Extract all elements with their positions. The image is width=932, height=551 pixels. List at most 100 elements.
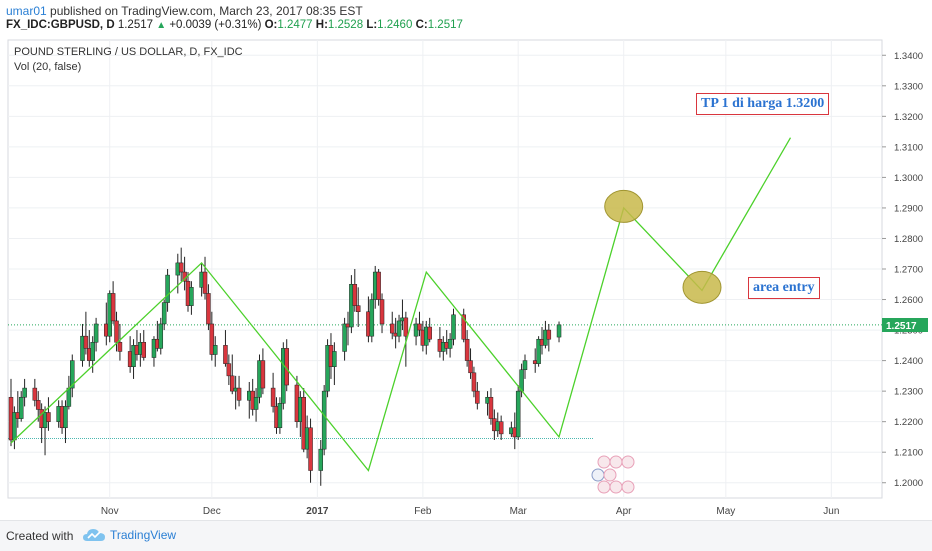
last-price-tag-text: 1.2517	[886, 321, 917, 332]
candle-body	[189, 287, 194, 306]
candle-body	[165, 274, 170, 303]
brand-label: TradingView	[110, 528, 177, 542]
x-tick-label: Dec	[203, 506, 221, 517]
candle-body	[253, 396, 259, 410]
time-axis[interactable]: Nov Dec 2017 Feb Mar Apr May Jun	[101, 506, 840, 517]
candle-body	[447, 338, 453, 349]
candle-body	[461, 314, 466, 340]
target-ellipse[interactable]	[604, 189, 644, 223]
candle-body	[206, 293, 211, 325]
up-arrow-icon: ▲	[156, 20, 167, 31]
symbol-label: FX_IDC:GBPUSD, D	[6, 19, 115, 31]
tp-annotation[interactable]: TP 1 di harga 1.3200	[696, 93, 830, 115]
candle-body	[468, 360, 473, 374]
published-text: published on TradingView.com, March 23, …	[50, 4, 363, 18]
candle-body	[332, 351, 337, 367]
flag-icon[interactable]	[621, 480, 635, 494]
high-value: 1.2528	[327, 19, 364, 31]
candle-body	[46, 412, 51, 422]
flag-icon[interactable]	[609, 455, 623, 469]
open-label: O:	[264, 19, 278, 31]
last-price: 1.2517	[117, 19, 154, 31]
candles	[8, 247, 562, 486]
candle-body	[403, 317, 409, 337]
price-axis[interactable]: 1.20001.21001.22001.23001.24001.25001.26…	[882, 51, 923, 489]
ohlc-line: FX_IDC:GBPUSD, D 1.2517 ▲ +0.0039 (+0.31…	[6, 19, 463, 31]
candle-body	[277, 403, 283, 429]
candle-body	[321, 390, 327, 450]
low-value: 1.2460	[377, 19, 413, 31]
entry-annotation[interactable]: area entry	[748, 277, 820, 299]
candle-body	[63, 406, 68, 429]
flag-icon[interactable]	[603, 468, 617, 482]
candle-body	[226, 363, 232, 377]
y-tick-label: 1.3400	[894, 51, 923, 62]
candle-body	[141, 342, 147, 358]
candle-body	[556, 324, 562, 338]
candle-body	[202, 271, 208, 294]
candle-body	[352, 284, 358, 306]
flag-icon[interactable]	[591, 468, 605, 482]
candle-body	[230, 375, 235, 392]
candle-body	[342, 323, 347, 352]
footer-bar: Created with TradingView	[0, 520, 932, 551]
candle-body	[488, 396, 494, 419]
publish-line: umar01 published on TradingView.com, Mar…	[6, 4, 363, 18]
event-flags[interactable]	[591, 455, 635, 494]
candle-body	[308, 427, 313, 471]
candle-body	[114, 320, 119, 343]
cloud-icon	[83, 529, 105, 541]
y-tick-label: 1.2300	[894, 387, 923, 398]
y-tick-label: 1.3200	[894, 112, 923, 123]
candle-body	[131, 345, 136, 367]
candle-body	[83, 335, 89, 349]
close-label: C:	[415, 19, 428, 31]
candle-body	[93, 323, 99, 343]
candle-body	[464, 338, 470, 361]
flag-icon[interactable]	[597, 455, 611, 469]
flag-icon[interactable]	[621, 455, 635, 469]
candle-body	[18, 396, 24, 419]
y-tick-label: 1.2200	[894, 417, 923, 428]
chart-area[interactable]: 1.20001.21001.22001.23001.24001.25001.26…	[0, 36, 932, 520]
x-tick-label: 2017	[306, 506, 329, 517]
price-chart[interactable]: 1.20001.21001.22001.23001.24001.25001.26…	[0, 36, 932, 520]
flag-icon[interactable]	[597, 480, 611, 494]
candle-body	[158, 323, 164, 349]
candle-body	[515, 390, 521, 438]
chart-subtitle: Vol (20, false)	[14, 61, 81, 73]
y-tick-label: 1.3100	[894, 142, 923, 153]
price-change: +0.0039 (+0.31%)	[169, 19, 262, 31]
candle-body	[522, 360, 528, 371]
candle-body	[471, 372, 477, 392]
candle-body	[536, 338, 541, 364]
candle-body	[161, 302, 167, 325]
candle-body	[301, 396, 306, 450]
candle-body	[178, 262, 184, 273]
candle-body	[379, 299, 385, 325]
x-tick-label: Feb	[414, 506, 432, 517]
username-link[interactable]: umar01	[6, 4, 47, 18]
y-tick-label: 1.2600	[894, 295, 923, 306]
candle-body	[70, 360, 75, 389]
candle-body	[236, 387, 242, 401]
tradingview-link[interactable]: TradingView	[82, 527, 176, 543]
y-tick-label: 1.2900	[894, 203, 923, 214]
y-tick-label: 1.2100	[894, 448, 923, 459]
reference-lines	[8, 324, 882, 439]
candle-body	[66, 387, 72, 407]
target-ellipse[interactable]	[682, 270, 722, 304]
candle-body	[396, 320, 402, 337]
candle-body	[376, 271, 381, 300]
last-price-tag-bg	[882, 318, 928, 332]
candle-body	[223, 345, 228, 364]
candle-body	[22, 387, 27, 398]
candle-body	[318, 448, 324, 471]
low-label: L:	[366, 19, 378, 31]
high-label: H:	[315, 19, 328, 31]
x-tick-label: May	[716, 506, 735, 517]
target-ellipses[interactable]	[604, 189, 722, 304]
candle-body	[325, 345, 330, 392]
x-tick-label: Mar	[510, 506, 528, 517]
flag-icon[interactable]	[609, 480, 623, 494]
